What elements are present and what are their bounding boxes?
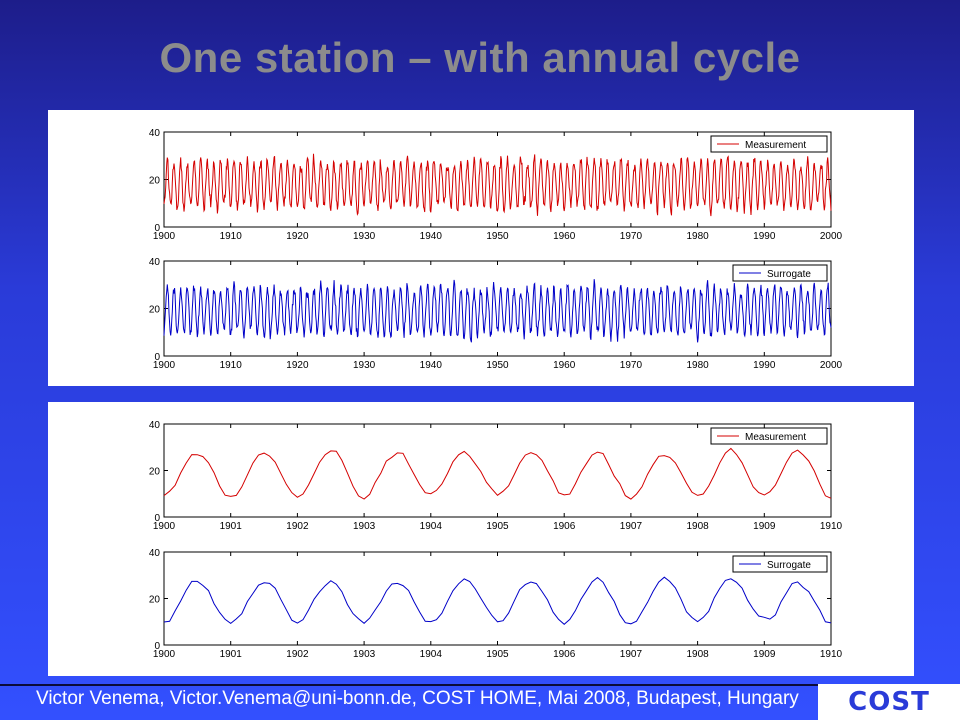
footer-citation: Victor Venema, Victor.Venema@uni-bonn.de… — [36, 688, 799, 709]
cost-logo: COST — [818, 684, 960, 720]
series-line-measurement — [163, 153, 832, 217]
legend-box — [732, 264, 828, 282]
footer-divider — [0, 684, 960, 686]
subplot-top-1: 1900 1910 1920 1930 1940 1950 1960 1970 1980 1990… — [149, 257, 843, 371]
x-tick-label: 1980 — [686, 360, 709, 371]
x-tick-label: 1940 — [420, 360, 443, 371]
legend-box — [710, 427, 828, 445]
chart-svg-decade: 1900 1901 1902 1903 1904 1905 1906 1907 1908 1909… — [149, 420, 843, 660]
x-tick-label: 1900 — [153, 231, 176, 242]
x-tick-label: 1980 — [686, 231, 709, 242]
x-tick-label: 1910 — [220, 231, 243, 242]
x-tick-label: 1950 — [486, 231, 509, 242]
x-tick-label: 1902 — [286, 521, 309, 532]
y-tick-label: 40 — [149, 128, 161, 139]
y-tick-label: 40 — [149, 257, 161, 268]
x-tick-label: 1950 — [486, 360, 509, 371]
x-tick-label: 2000 — [820, 360, 843, 371]
x-tick-label: 1906 — [553, 649, 576, 660]
x-tick-label: 1900 — [153, 649, 176, 660]
series-line-surrogate — [163, 279, 832, 343]
legend-label: Surrogate — [767, 560, 811, 571]
x-tick-label: 1909 — [753, 521, 776, 532]
x-tick-label: 1940 — [420, 231, 443, 242]
x-tick-label: 1902 — [286, 649, 309, 660]
cost-logo-text: COST — [848, 687, 930, 717]
x-tick-label: 1906 — [553, 521, 576, 532]
chart-panel-century: 1900 1910 1920 1930 1940 1950 1960 1970 1980 1990… — [48, 110, 914, 386]
x-tick-label: 1900 — [153, 360, 176, 371]
y-tick-label: 40 — [149, 548, 161, 559]
x-tick-label: 1900 — [153, 521, 176, 532]
x-tick-label: 1907 — [620, 521, 643, 532]
x-tick-label: 1910 — [220, 360, 243, 371]
subplot-bottom-0: 1900 1901 1902 1903 1904 1905 1906 1907 1908 1909… — [149, 420, 843, 532]
x-tick-label: 1904 — [420, 649, 443, 660]
x-tick-label: 1990 — [753, 231, 776, 242]
y-tick-label: 0 — [154, 513, 160, 524]
x-tick-label: 1920 — [286, 231, 309, 242]
x-tick-label: 1908 — [686, 521, 709, 532]
y-tick-label: 0 — [154, 641, 160, 652]
y-tick-label: 20 — [149, 176, 161, 187]
y-tick-label: 0 — [154, 223, 160, 234]
x-tick-label: 1960 — [553, 231, 576, 242]
slide-title: One station – with annual cycle — [159, 34, 801, 81]
x-tick-label: 1990 — [753, 360, 776, 371]
chart-panel-decade: 1900 1901 1902 1903 1904 1905 1906 1907 1908 1909… — [48, 402, 914, 676]
x-tick-label: 1909 — [753, 649, 776, 660]
x-tick-label: 1907 — [620, 649, 643, 660]
x-tick-label: 1920 — [286, 360, 309, 371]
series-line-measurement — [163, 447, 832, 500]
legend-box — [732, 555, 828, 573]
x-tick-label: 1903 — [353, 521, 376, 532]
legend-label: Measurement — [745, 140, 806, 151]
x-tick-label: 1901 — [220, 649, 243, 660]
y-tick-label: 20 — [149, 595, 161, 606]
legend-label: Measurement — [745, 432, 806, 443]
legend-label: Surrogate — [767, 269, 811, 280]
x-tick-label: 1930 — [353, 231, 376, 242]
x-tick-label: 1904 — [420, 521, 443, 532]
y-tick-label: 0 — [154, 352, 160, 363]
legend-box — [710, 135, 828, 153]
axes-box — [163, 260, 832, 357]
x-tick-label: 1960 — [553, 360, 576, 371]
series-line-surrogate — [163, 576, 832, 625]
chart-svg-century: 1900 1910 1920 1930 1940 1950 1960 1970 1980 1990… — [149, 128, 843, 371]
x-tick-label: 1970 — [620, 231, 643, 242]
y-tick-label: 20 — [149, 305, 161, 316]
axes-box — [163, 551, 832, 646]
subplot-top-0: 1900 1910 1920 1930 1940 1950 1960 1970 1980 1990… — [149, 128, 843, 242]
x-tick-label: 1903 — [353, 649, 376, 660]
x-tick-label: 1905 — [486, 521, 509, 532]
x-tick-label: 1901 — [220, 521, 243, 532]
subplot-bottom-1: 1900 1901 1902 1903 1904 1905 1906 1907 1908 1909… — [149, 548, 843, 660]
x-tick-label: 1905 — [486, 649, 509, 660]
x-tick-label: 1910 — [820, 521, 843, 532]
x-tick-label: 1910 — [820, 649, 843, 660]
x-tick-label: 1930 — [353, 360, 376, 371]
x-tick-label: 1970 — [620, 360, 643, 371]
y-tick-label: 40 — [149, 420, 161, 431]
y-tick-label: 20 — [149, 467, 161, 478]
x-tick-label: 1908 — [686, 649, 709, 660]
x-tick-label: 2000 — [820, 231, 843, 242]
